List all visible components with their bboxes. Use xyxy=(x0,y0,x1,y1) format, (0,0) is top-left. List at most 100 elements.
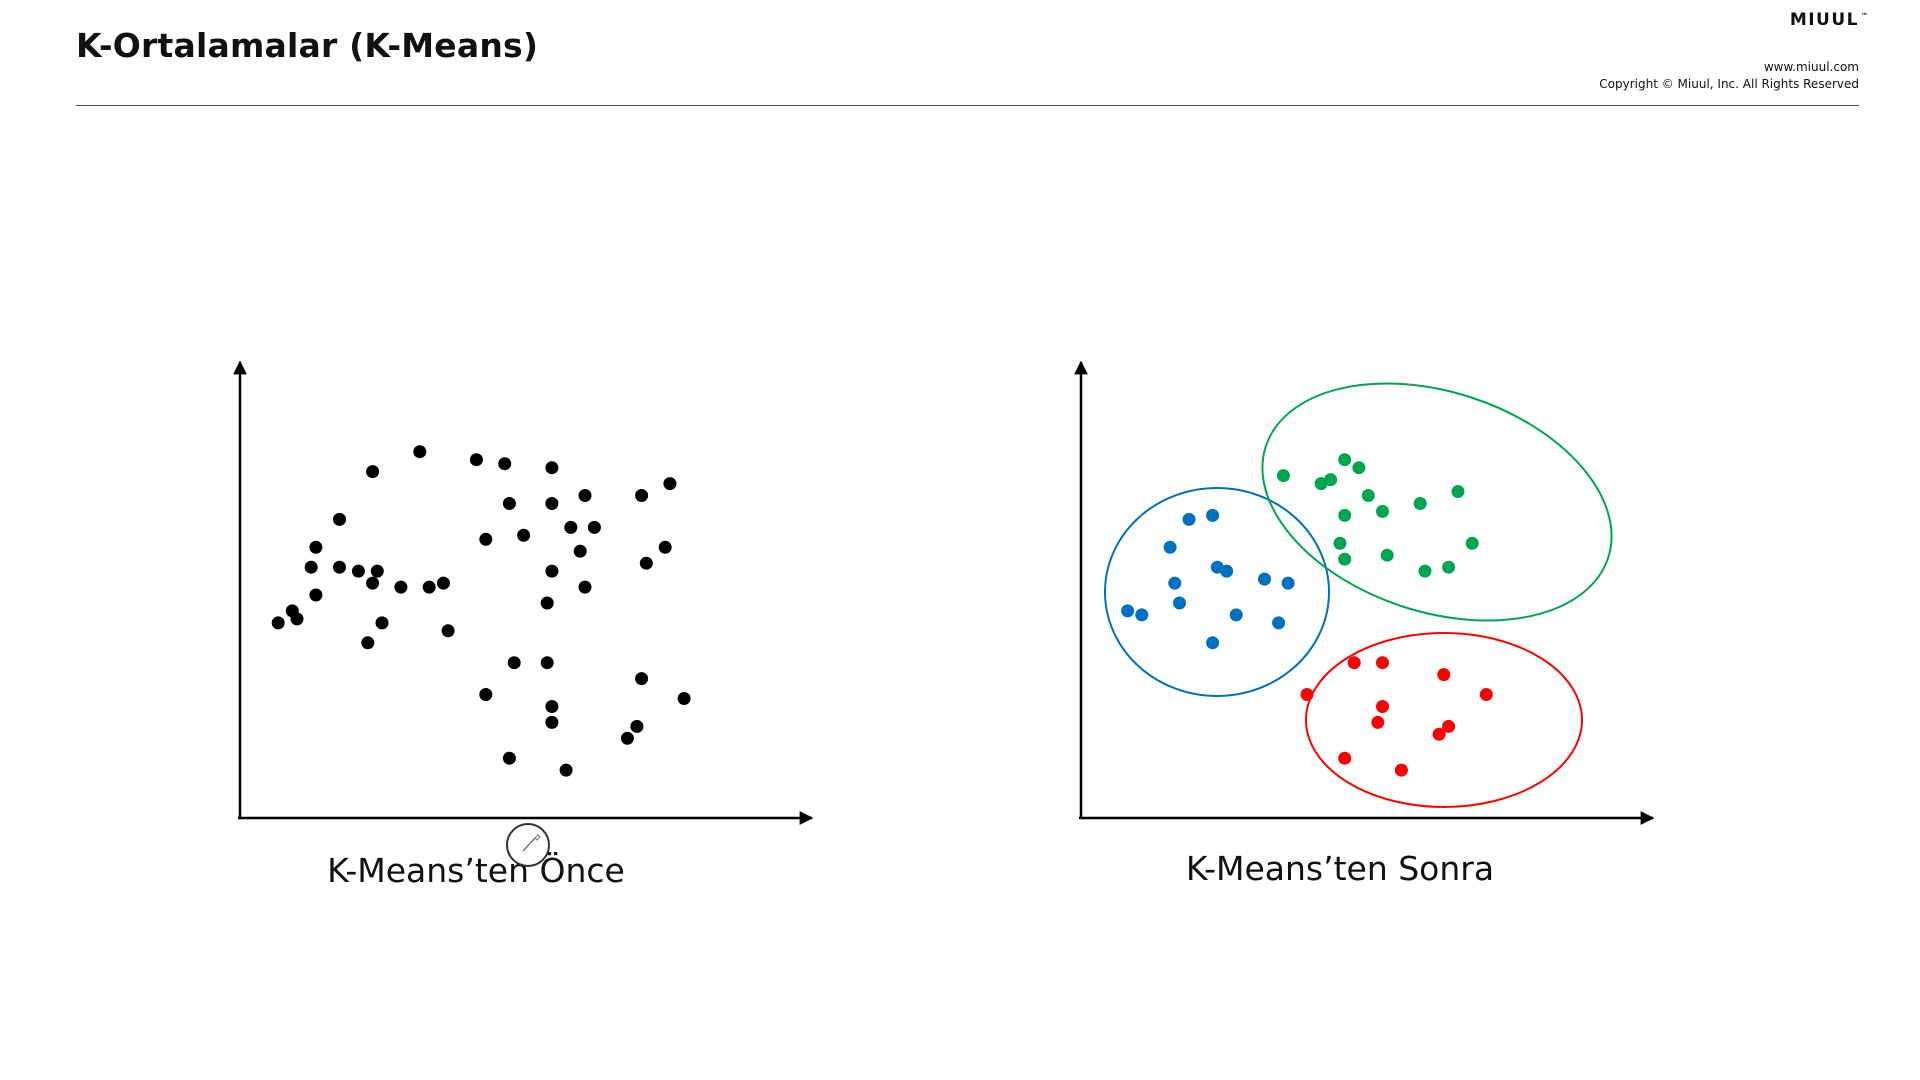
scatter-point xyxy=(413,445,427,459)
scatter-point xyxy=(441,624,455,638)
scatter-point xyxy=(370,564,384,578)
cluster-boundary-blue xyxy=(1104,487,1330,697)
scatter-point xyxy=(333,560,346,574)
scatter-point xyxy=(1168,576,1182,590)
scatter-point xyxy=(578,489,592,502)
scatter-point xyxy=(502,497,516,510)
scatter-point xyxy=(630,719,644,733)
scatter-point xyxy=(1276,469,1290,483)
scatter-point xyxy=(1413,497,1427,510)
copyright-notice: Copyright © Miuul, Inc. All Rights Reser… xyxy=(1599,77,1859,91)
scatter-point xyxy=(540,596,554,610)
scatter-point xyxy=(635,489,649,502)
pen-cursor-icon xyxy=(506,823,550,867)
scatter-point xyxy=(1347,656,1361,670)
chart-before: K-Means’ten Önce xyxy=(233,360,814,890)
scatter-point xyxy=(333,512,346,526)
scatter-point xyxy=(1418,564,1432,578)
scatter-point xyxy=(517,528,531,542)
scatter-point xyxy=(271,616,285,630)
scatter-point xyxy=(1314,477,1328,491)
scatter-points-before xyxy=(271,445,691,777)
scatter-point xyxy=(1380,548,1394,562)
scatter-point xyxy=(502,751,516,765)
scatter-point xyxy=(1442,719,1456,733)
chart-after: K-Means’ten Sonra xyxy=(1074,360,1655,888)
scatter-point xyxy=(479,532,493,546)
chart-caption-after: K-Means’ten Sonra xyxy=(1186,849,1494,888)
scatter-point xyxy=(1352,461,1366,475)
scatter-point xyxy=(1182,512,1196,526)
scatter-point xyxy=(545,715,559,729)
scatter-point xyxy=(1361,489,1375,502)
scatter-point xyxy=(663,477,677,491)
scatter-point xyxy=(422,580,436,594)
brand-trademark-mark: ™ xyxy=(1861,12,1868,20)
scatter-point xyxy=(1300,688,1314,701)
scatter-point xyxy=(375,616,389,630)
scatter-point xyxy=(1173,596,1186,610)
scatter-point xyxy=(1451,485,1465,498)
scatter-point xyxy=(1220,564,1234,578)
scatter-point xyxy=(635,672,649,686)
scatter-point xyxy=(1338,751,1352,765)
scatter-point xyxy=(1206,636,1220,650)
scatter-point xyxy=(1465,536,1479,550)
scatter-point xyxy=(479,688,493,701)
scatter-point xyxy=(1338,508,1352,522)
scatter-point xyxy=(1229,608,1243,622)
scatter-point xyxy=(587,520,601,534)
scatter-points-after xyxy=(1121,453,1493,777)
scatter-point xyxy=(545,700,559,713)
scatter-point xyxy=(1333,536,1347,550)
scatter-point xyxy=(1338,552,1352,566)
scatter-point xyxy=(540,656,554,670)
scatter-point xyxy=(545,497,559,510)
scatter-point xyxy=(1135,608,1149,622)
scatter-point xyxy=(564,520,578,534)
chart-caption-before: K-Means’ten Önce xyxy=(327,850,625,890)
cluster-boundary-red xyxy=(1305,632,1583,808)
scatter-point xyxy=(469,453,483,467)
scatter-point xyxy=(559,763,573,777)
scatter-point xyxy=(1272,616,1286,630)
scatter-point xyxy=(545,461,559,475)
header-divider xyxy=(76,105,1859,106)
scatter-point xyxy=(573,544,587,558)
scatter-point xyxy=(290,612,304,626)
scatter-point xyxy=(304,560,318,574)
scatter-point xyxy=(658,540,672,554)
scatter-point xyxy=(366,465,380,479)
scatter-point xyxy=(498,457,512,471)
scatter-point xyxy=(361,636,375,650)
scatter-point xyxy=(351,564,365,578)
scatter-point xyxy=(545,564,559,578)
scatter-point xyxy=(1394,763,1408,777)
scatter-point xyxy=(1371,715,1385,729)
scatter-point xyxy=(507,656,521,670)
scatter-point xyxy=(309,540,323,554)
scatter-point xyxy=(677,692,691,705)
scatter-point xyxy=(578,580,592,594)
scatter-point xyxy=(394,580,408,594)
scatter-point xyxy=(1442,560,1456,574)
scatter-point xyxy=(1376,504,1389,518)
scatter-point xyxy=(1163,540,1177,554)
scatter-point xyxy=(1121,604,1135,618)
scatter-point xyxy=(1437,668,1451,682)
scatter-point xyxy=(1479,688,1493,701)
scatter-point xyxy=(1258,572,1271,586)
scatter-point xyxy=(1432,727,1446,741)
scatter-point xyxy=(366,576,380,590)
scatter-point xyxy=(1281,576,1295,590)
scatter-point xyxy=(1206,508,1220,522)
scatter-point xyxy=(309,588,323,602)
page-title: K-Ortalamalar (K-Means) xyxy=(76,26,539,65)
scatter-point xyxy=(1376,656,1389,670)
cluster-boundary-green xyxy=(1261,382,1613,622)
scatter-point xyxy=(620,731,634,745)
scatter-point xyxy=(436,576,450,590)
scatter-point xyxy=(1338,453,1352,467)
scatter-point xyxy=(1376,700,1389,713)
